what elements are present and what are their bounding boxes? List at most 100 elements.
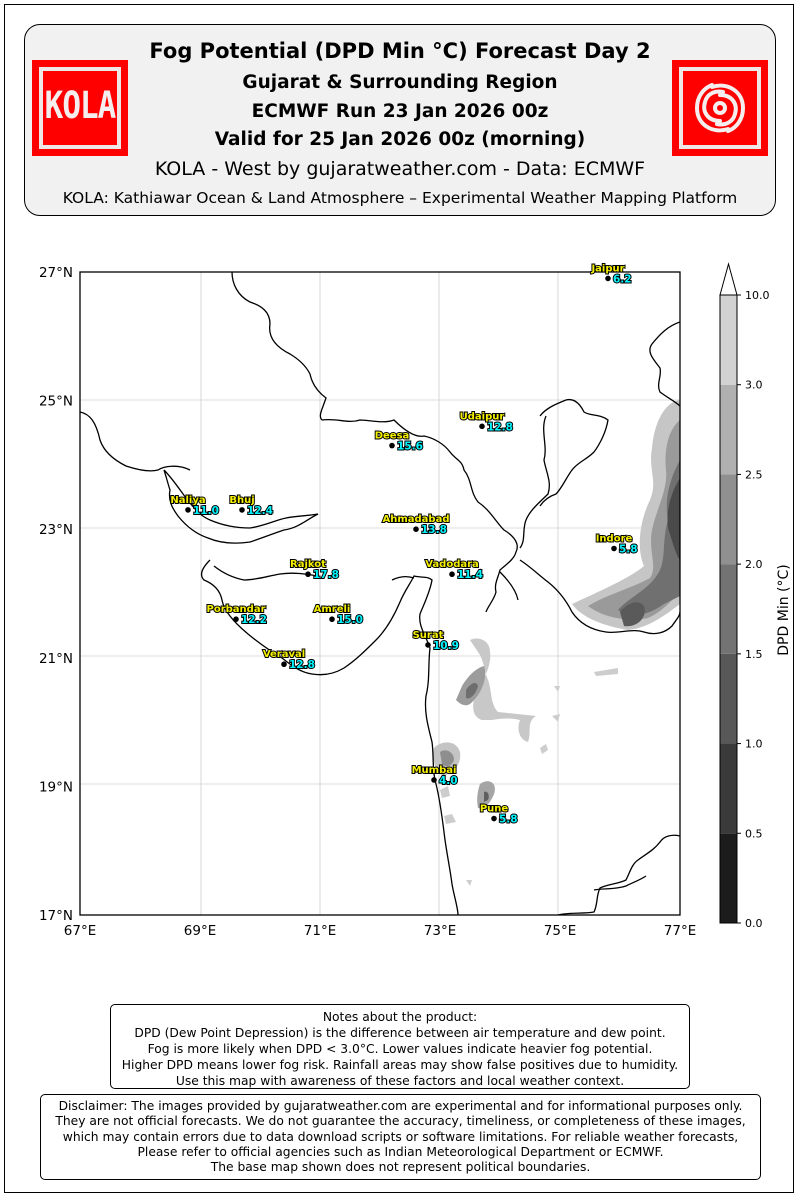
disclaimer-line: Disclaimer: The images provided by gujar… bbox=[58, 1099, 743, 1113]
city-name-label: Porbandar bbox=[207, 604, 266, 615]
disclaimer-line: The base map shown does not represent po… bbox=[210, 1160, 591, 1175]
city-dot bbox=[329, 616, 335, 623]
city-dpd-value: 17.8 bbox=[313, 569, 339, 581]
city-name-label: Deesa bbox=[375, 431, 410, 442]
city-dpd-value: 11.0 bbox=[193, 505, 219, 517]
map-area bbox=[80, 272, 680, 915]
city-dpd-value: 6.2 bbox=[613, 273, 632, 285]
city-name-label: Amreli bbox=[314, 604, 351, 615]
region-subtitle: Gujarat & Surrounding Region bbox=[242, 72, 558, 93]
city-dot bbox=[491, 815, 497, 822]
city-dot bbox=[611, 545, 617, 552]
colorbar-segment bbox=[720, 653, 737, 744]
city-dot bbox=[605, 275, 611, 282]
city-dpd-value: 12.8 bbox=[487, 421, 513, 433]
city-dpd-value: 15.6 bbox=[397, 441, 423, 453]
model-run-label: ECMWF Run 23 Jan 2026 00z bbox=[251, 101, 549, 122]
y-tick-label: 23°N bbox=[39, 522, 73, 538]
colorbar-segment bbox=[720, 384, 737, 475]
city-dot bbox=[425, 642, 431, 648]
kola-logo: KOLA bbox=[32, 60, 128, 156]
city-dot bbox=[479, 423, 485, 430]
colorbar-segment bbox=[720, 833, 737, 923]
notes-line: DPD (Dew Point Depression) is the differ… bbox=[134, 1026, 666, 1040]
y-axis-ticks: 27°N 25°N 23°N 21°N 19°N 17°N bbox=[39, 265, 73, 924]
city-dpd-value: 11.4 bbox=[457, 569, 483, 581]
notes-box: Notes about the product: DPD (Dew Point … bbox=[110, 1004, 690, 1089]
colorbar-title: DPD Min (°C) bbox=[776, 564, 792, 655]
colorbar-segment bbox=[720, 564, 737, 654]
notes-title: Notes about the product: bbox=[322, 1010, 478, 1024]
city-dot bbox=[239, 507, 245, 513]
notes-line: Fog is more likely when DPD < 3.0°C. Low… bbox=[147, 1042, 653, 1056]
platform-description: KOLA: Kathiawar Ocean & Land Atmosphere … bbox=[62, 189, 738, 207]
y-tick-label: 19°N bbox=[39, 779, 73, 795]
city-dot bbox=[233, 616, 239, 623]
x-tick-label: 67°E bbox=[64, 923, 96, 939]
city-dpd-value: 12.8 bbox=[289, 659, 315, 671]
x-tick-label: 71°E bbox=[304, 923, 336, 939]
city-dot bbox=[389, 442, 395, 449]
city-dpd-value: 5.8 bbox=[499, 814, 518, 826]
city-dot bbox=[449, 571, 455, 578]
city-dot bbox=[185, 507, 191, 513]
notes-line: Use this map with awareness of these fac… bbox=[175, 1074, 625, 1088]
kola-logo-text: KOLA bbox=[44, 84, 117, 128]
page-frame bbox=[4, 4, 794, 1193]
colorbar-segment bbox=[720, 474, 737, 565]
city-dpd-value: 4.0 bbox=[439, 775, 458, 787]
city-dot bbox=[413, 526, 419, 532]
colorbar-outline bbox=[719, 294, 738, 924]
x-tick-label: 69°E bbox=[184, 923, 216, 939]
valid-time-label: Valid for 25 Jan 2026 00z (morning) bbox=[214, 129, 586, 150]
city-name-label: Rajkot bbox=[290, 559, 326, 570]
colorbar: 0.0 0.5 1.0 1.5 2.0 2.5 3.0 10.0 bbox=[719, 262, 770, 930]
y-tick-label: 17°N bbox=[39, 908, 73, 924]
city-name-label: Pune bbox=[480, 804, 509, 815]
map-title: Fog Potential (DPD Min °C) Forecast Day … bbox=[149, 39, 651, 63]
x-tick-label: 77°E bbox=[664, 923, 696, 939]
city-name-label: Surat bbox=[413, 630, 444, 641]
city-dpd-value: 15.0 bbox=[337, 614, 363, 626]
y-tick-label: 21°N bbox=[39, 651, 73, 667]
colorbar-tick-label: 3.0 bbox=[745, 379, 763, 392]
colorbar-tick-label: 0.5 bbox=[745, 827, 763, 840]
disclaimer-line: Please refer to official agencies such a… bbox=[137, 1144, 664, 1159]
city-name-label: Mumbai bbox=[412, 765, 457, 776]
cyclone-swirl-icon bbox=[672, 60, 768, 156]
y-tick-label: 25°N bbox=[39, 394, 73, 410]
colorbar-tick-label: 10.0 bbox=[745, 289, 770, 302]
disclaimer-box: Disclaimer: The images provided by gujar… bbox=[40, 1094, 761, 1180]
map-frame bbox=[79, 271, 681, 916]
colorbar-tick-label: 1.5 bbox=[745, 648, 763, 661]
city-dot bbox=[305, 571, 311, 578]
x-tick-label: 73°E bbox=[424, 923, 456, 939]
fog-contours bbox=[433, 400, 680, 886]
header-panel bbox=[24, 24, 776, 216]
city-name-label: Indore bbox=[596, 533, 633, 544]
city-dpd-value: 12.2 bbox=[241, 614, 267, 626]
disclaimer-line: which may contain errors due to data dow… bbox=[62, 1129, 739, 1144]
city-name-label: Ahmadabad bbox=[383, 514, 450, 525]
map-gridlines bbox=[80, 272, 680, 915]
coastline-and-borders bbox=[80, 272, 680, 915]
colorbar-segment bbox=[720, 743, 737, 834]
colorbar-tick-label: 2.0 bbox=[745, 558, 763, 571]
city-dpd-value: 13.8 bbox=[421, 524, 447, 536]
x-axis-ticks: 67°E 69°E 71°E 73°E 75°E 77°E bbox=[64, 923, 696, 939]
city-name-label: Vadodara bbox=[425, 559, 479, 570]
city-dpd-value: 5.8 bbox=[619, 543, 638, 555]
